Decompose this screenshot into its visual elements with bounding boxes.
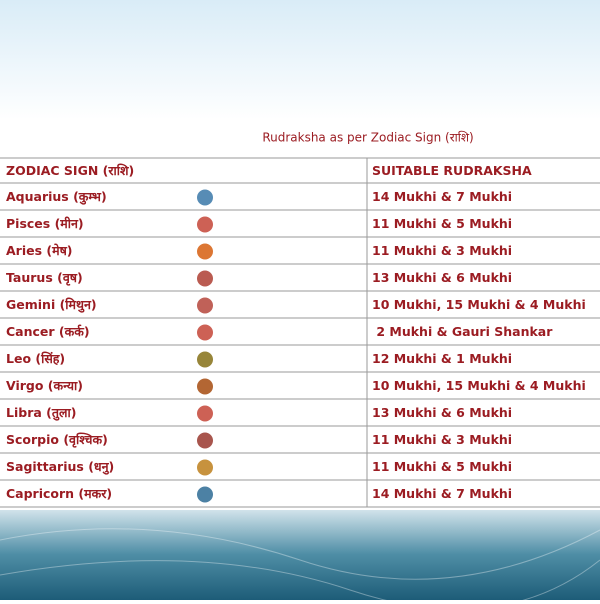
zodiac-icon	[197, 459, 213, 476]
rudraksha-cell: 13 Mukhi & 6 Mukhi	[372, 270, 512, 285]
sign-cell: Libra (तुला)	[6, 405, 76, 421]
column-header: ZODIAC SIGN (राशि)	[6, 163, 134, 178]
table-body: ZODIAC SIGN (राशि) SUITABLE RUDRAKSHA Aqua…	[6, 163, 586, 503]
rudraksha-cell: 2 Mukhi & Gauri Shankar	[372, 324, 553, 339]
rudraksha-cell: 12 Mukhi & 1 Mukhi	[372, 351, 512, 366]
rudraksha-cell: 11 Mukhi & 5 Mukhi	[372, 459, 512, 474]
sign-cell: Capricorn (मकर)	[6, 486, 112, 501]
rudraksha-cell: 11 Mukhi & 3 Mukhi	[372, 432, 512, 447]
rudraksha-cell: 14 Mukhi & 7 Mukhi	[372, 189, 512, 204]
zodiac-icon	[197, 243, 213, 260]
zodiac-icon	[197, 324, 213, 341]
sign-cell: Sagittarius (धनु)	[6, 459, 114, 475]
zodiac-icon	[197, 189, 213, 206]
column-header: SUITABLE RUDRAKSHA	[372, 163, 532, 178]
wave-lines	[0, 528, 600, 604]
sign-cell: Leo (सिंह)	[6, 351, 65, 366]
sign-cell: Aquarius (कुम्भ)	[6, 189, 107, 205]
rudraksha-cell: 10 Mukhi, 15 Mukhi & 4 Mukhi	[372, 378, 586, 393]
sign-cell: Taurus (वृष)	[6, 270, 83, 286]
rudraksha-cell: 14 Mukhi & 7 Mukhi	[372, 486, 512, 501]
rudraksha-cell: 11 Mukhi & 5 Mukhi	[372, 216, 512, 231]
zodiac-icon	[197, 486, 213, 503]
zodiac-icon	[197, 405, 213, 422]
table-title: Rudraksha as per Zodiac Sign (राशि)	[262, 131, 473, 145]
background-bottom	[0, 508, 600, 600]
rudraksha-cell: 11 Mukhi & 3 Mukhi	[372, 243, 512, 258]
zodiac-icon	[197, 216, 213, 233]
sign-cell: Pisces (मीन)	[6, 216, 84, 231]
sign-cell: Scorpio (वृश्चिक)	[6, 432, 108, 448]
zodiac-icon	[197, 432, 213, 449]
zodiac-icon	[197, 378, 213, 395]
zodiac-icon	[197, 297, 213, 314]
zodiac-icon	[197, 351, 213, 368]
sign-cell: Virgo (कन्या)	[6, 378, 83, 393]
rudraksha-cell: 13 Mukhi & 6 Mukhi	[372, 405, 512, 420]
sign-cell: Gemini (मिथुन)	[6, 297, 97, 313]
background-top	[0, 0, 600, 120]
sign-cell: Cancer (कर्क)	[6, 324, 90, 339]
table-grid	[0, 157, 600, 508]
zodiac-icon	[197, 270, 213, 287]
sign-cell: Aries (मेष)	[6, 243, 73, 258]
rudraksha-cell: 10 Mukhi, 15 Mukhi & 4 Mukhi	[372, 297, 586, 312]
